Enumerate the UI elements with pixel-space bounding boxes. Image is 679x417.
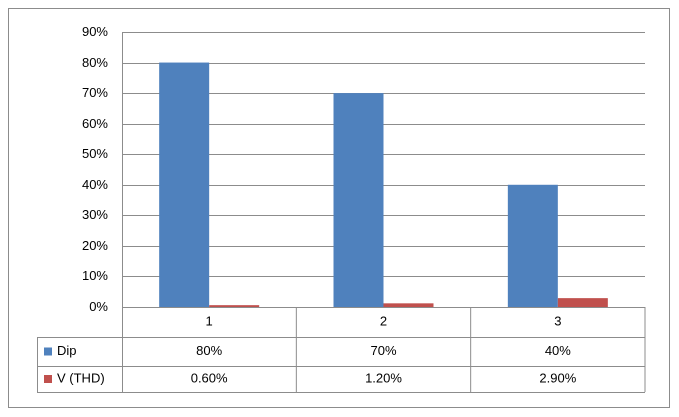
legend-label: V (THD) [57,370,105,385]
value-label: 0.60% [191,370,228,385]
x-tick-label: 3 [554,313,561,328]
y-tick-label: 10% [82,268,108,283]
value-label: 1.20% [365,370,402,385]
legend-label: Dip [57,343,77,358]
y-tick-label: 0% [89,299,108,314]
y-tick-label: 20% [82,238,108,253]
y-tick-label: 90% [82,24,108,39]
value-label: 2.90% [539,370,576,385]
x-tick-label: 1 [206,313,213,328]
y-tick-label: 50% [82,146,108,161]
value-label: 40% [545,343,571,358]
bar [507,184,558,307]
y-tick-label: 70% [82,85,108,100]
bar [159,62,210,307]
bar [383,303,434,307]
bar [333,93,384,307]
y-tick-label: 60% [82,116,108,131]
legend-key [44,347,52,356]
legend-key [44,375,52,383]
bar [557,298,608,307]
y-tick-label: 40% [82,177,108,192]
value-label: 80% [196,343,222,358]
y-tick-label: 30% [82,207,108,222]
y-tick-label: 80% [82,55,108,70]
x-tick-label: 2 [380,313,387,328]
value-label: 70% [370,343,396,358]
bar [209,305,260,307]
